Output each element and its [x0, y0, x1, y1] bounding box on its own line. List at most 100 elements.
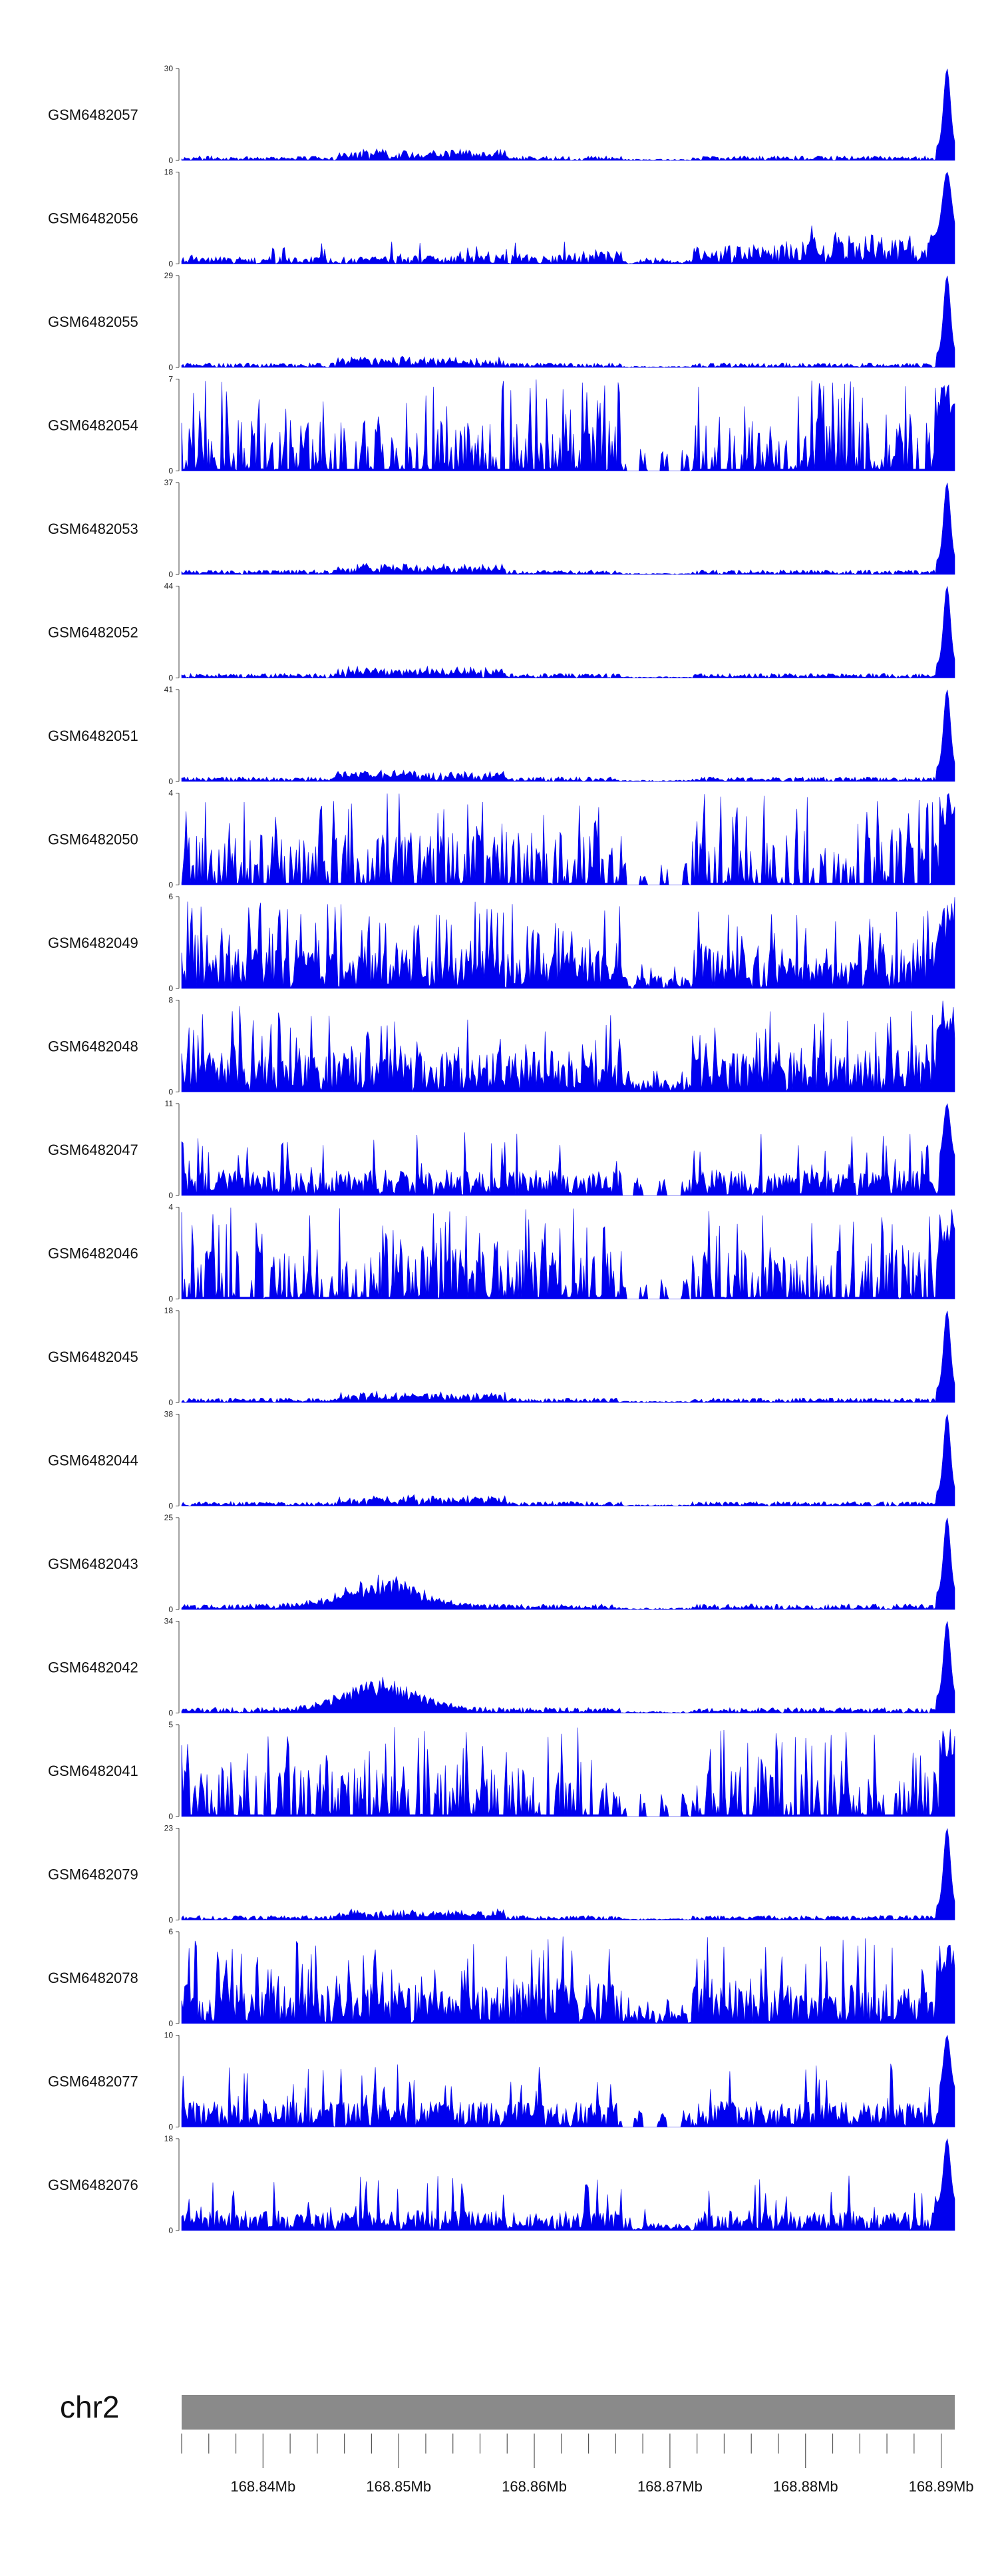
y-max-label: 5: [168, 1720, 173, 1729]
track-label: GSM6482052: [48, 624, 138, 641]
track-label: GSM6482077: [48, 2073, 138, 2090]
track-label: GSM6482043: [48, 1556, 138, 1572]
track-label: GSM6482049: [48, 935, 138, 951]
y-max-label: 18: [164, 2134, 174, 2143]
y-min-label: 0: [168, 156, 173, 165]
signal-area: [181, 1207, 955, 1300]
y-max-label: 37: [164, 478, 174, 487]
track: GSM6482054 7 0: [48, 375, 955, 476]
signal-area: [181, 2138, 955, 2231]
y-max-label: 34: [164, 1617, 174, 1626]
y-max-label: 18: [164, 168, 174, 177]
track-label: GSM6482046: [48, 1245, 138, 1262]
bp-ticks: [181, 2434, 942, 2468]
track-label: GSM6482057: [48, 107, 138, 123]
signal-area: [181, 1414, 955, 1507]
track-label: GSM6482047: [48, 1142, 138, 1158]
signal-area: [181, 2034, 955, 2127]
signal-area: [181, 483, 955, 575]
track: GSM6482045 18 0: [48, 1306, 955, 1407]
track-label: GSM6482054: [48, 417, 138, 434]
track: GSM6482051 41 0: [48, 685, 955, 786]
y-min-label: 0: [168, 2123, 173, 2132]
y-max-label: 25: [164, 1513, 174, 1522]
track: GSM6482057 30 0: [48, 64, 955, 165]
track-label: GSM6482056: [48, 210, 138, 227]
y-min-label: 0: [168, 1812, 173, 1821]
y-min-label: 0: [168, 777, 173, 786]
signal-area: [181, 793, 955, 885]
bp-tick-label: 168.87Mb: [637, 2478, 703, 2495]
y-max-label: 23: [164, 1824, 174, 1833]
y-max-label: 6: [168, 1927, 173, 1936]
track-label: GSM6482048: [48, 1038, 138, 1055]
bp-tick-label: 168.86Mb: [502, 2478, 567, 2495]
signal-area: [181, 1103, 955, 1196]
signal-area: [181, 586, 955, 679]
y-min-label: 0: [168, 1398, 173, 1407]
y-min-label: 0: [168, 570, 173, 579]
track-label: GSM6482050: [48, 831, 138, 848]
y-min-label: 0: [168, 2226, 173, 2235]
track-label: GSM6482051: [48, 728, 138, 744]
track: GSM6482056 18 0: [48, 168, 955, 269]
y-max-label: 4: [168, 789, 173, 798]
y-min-label: 0: [168, 1916, 173, 1925]
track: GSM6482077 10 0: [48, 2031, 955, 2132]
y-max-label: 18: [164, 1306, 174, 1315]
track-label: GSM6482044: [48, 1452, 138, 1469]
y-min-label: 0: [168, 881, 173, 890]
signal-area: [181, 171, 955, 265]
y-min-label: 0: [168, 1295, 173, 1304]
signal-area: [181, 897, 955, 989]
y-min-label: 0: [168, 363, 173, 372]
signal-area: [181, 1621, 955, 1714]
track-label: GSM6482055: [48, 314, 138, 330]
signal-area: [181, 69, 955, 161]
y-min-label: 0: [168, 1605, 173, 1614]
y-max-label: 4: [168, 1203, 173, 1212]
y-max-label: 38: [164, 1410, 174, 1419]
chromosome-ideogram: [182, 2395, 955, 2430]
bp-tick-label: 168.88Mb: [773, 2478, 838, 2495]
signal-area: [181, 690, 955, 782]
y-max-label: 11: [165, 1099, 174, 1108]
y-max-label: 7: [168, 375, 173, 384]
track: GSM6482053 37 0: [48, 478, 955, 579]
y-min-label: 0: [168, 467, 173, 476]
signal-area: [181, 1311, 955, 1403]
track-label: GSM6482078: [48, 1970, 138, 1986]
track-label: GSM6482041: [48, 1763, 138, 1779]
y-min-label: 0: [168, 1709, 173, 1718]
track: GSM6482050 4 0: [48, 789, 955, 890]
track-label: GSM6482042: [48, 1659, 138, 1676]
chromosome-label: chr2: [60, 2390, 119, 2424]
y-min-label: 0: [168, 1191, 173, 1200]
track: GSM6482041 5 0: [48, 1720, 955, 1821]
y-max-label: 8: [168, 996, 173, 1005]
track: GSM6482052 44 0: [48, 582, 955, 683]
track: GSM6482043 25 0: [48, 1513, 955, 1614]
y-min-label: 0: [168, 984, 173, 993]
track: GSM6482078 6 0: [48, 1927, 955, 2028]
y-max-label: 10: [164, 2031, 174, 2040]
signal-area: [181, 1000, 955, 1092]
y-max-label: 29: [164, 271, 174, 280]
genome-axis: chr2 168.84Mb 168.85Mb 168.86Mb 168.87Mb 168…: [60, 2390, 974, 2495]
y-min-label: 0: [168, 1088, 173, 1097]
bp-tick-label: 168.89Mb: [909, 2478, 974, 2495]
bp-labels: 168.84Mb 168.85Mb 168.86Mb 168.87Mb 168.88Mb…: [230, 2478, 973, 2495]
track-label: GSM6482045: [48, 1349, 138, 1365]
track: GSM6482044 38 0: [48, 1410, 955, 1511]
track: GSM6482048 8 0: [48, 996, 955, 1097]
y-min-label: 0: [168, 2019, 173, 2028]
y-min-label: 0: [168, 1502, 173, 1511]
track: GSM6482047 11 0: [48, 1099, 955, 1200]
signal-area: [181, 1727, 955, 1817]
signal-area: [181, 1828, 955, 1921]
track: GSM6482046 4 0: [48, 1203, 955, 1304]
signal-tracks: GSM6482057300GSM6482056180GSM6482055290G…: [48, 64, 955, 2235]
track-label: GSM6482053: [48, 521, 138, 537]
y-min-label: 0: [168, 674, 173, 683]
y-max-label: 6: [168, 892, 173, 901]
